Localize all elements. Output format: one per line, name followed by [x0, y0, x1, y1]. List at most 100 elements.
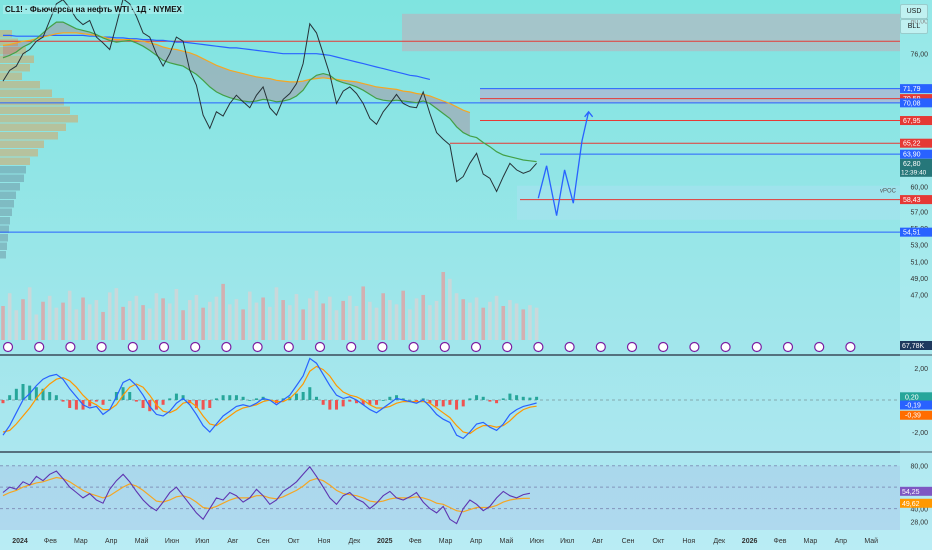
time-axis-label: Ноя [682, 538, 695, 545]
volume-bar [41, 301, 45, 340]
resistance-zone [402, 13, 900, 52]
volume-bar [241, 309, 245, 340]
time-axis-label: Фев [44, 538, 57, 545]
time-axis-label: Май [135, 537, 149, 545]
volume-bar [101, 311, 105, 340]
macd-histogram-bar [128, 392, 132, 400]
forecast-arrow-head [584, 110, 594, 118]
volume-bar [161, 298, 165, 340]
volume-profile-bar [0, 30, 12, 38]
macd-histogram-bar [395, 395, 399, 400]
volume-bar [7, 293, 12, 340]
macd-histogram-bar [528, 397, 532, 400]
volume-profile-bar [0, 208, 12, 216]
event-icon [377, 341, 388, 353]
macd-histogram-bar [14, 388, 18, 400]
macd-value-tag [900, 410, 932, 420]
event-icon [439, 341, 450, 353]
volume-profile-bar [0, 106, 70, 114]
ema-blue-line [3, 34, 431, 80]
volume-bar [227, 304, 232, 340]
macd-tick-label: 2,00 [914, 366, 928, 373]
price-tag-label: 67,95 [903, 118, 921, 125]
volume-profile-bar [0, 115, 78, 123]
event-icon [502, 341, 513, 353]
volume-bar [114, 288, 119, 340]
volume-bar [54, 307, 59, 340]
volume-bar [321, 303, 325, 340]
macd-histogram-bar [68, 400, 72, 408]
volume-bar [361, 286, 365, 340]
event-icon [408, 341, 419, 353]
macd-histogram-bar [41, 388, 45, 400]
rsi-tick-label: 80,00 [910, 464, 928, 471]
macd-histogram-bar [321, 400, 325, 405]
volume-bar [388, 300, 392, 340]
macd-line [2, 357, 537, 440]
volume-bar [534, 307, 539, 340]
symbol-title[interactable]: CL1! · Фьючерсы на нефть WTI · 1Д · NYME… [3, 5, 184, 14]
volume-tag-label: 67,78K [902, 343, 925, 350]
price-tick-label: 49,00 [910, 276, 928, 283]
price-tag-label: 65,22 [903, 141, 921, 148]
volume-bar [301, 309, 305, 340]
volume-bar [207, 301, 212, 340]
time-axis-label: Окт [653, 538, 666, 545]
price-tick-label: 76,00 [910, 52, 928, 59]
event-icon [190, 341, 201, 353]
macd-histogram-bar [455, 400, 459, 410]
macd-histogram-bar [54, 395, 58, 400]
ema-ribbon [3, 22, 470, 136]
currency-usd-button[interactable]: USD [900, 4, 928, 19]
macd-histogram-bar [375, 400, 379, 405]
time-axis-label: Июл [195, 538, 209, 545]
volume-profile-bar [0, 64, 30, 72]
volume-bar [187, 300, 192, 340]
volume-bar [454, 293, 459, 340]
volume-bar [274, 287, 279, 340]
time-axis-label: Апр [105, 538, 117, 545]
rsi-line [2, 465, 531, 525]
volume-profile-bar [0, 38, 18, 46]
volume-bar [121, 306, 125, 340]
macd-histogram-bar [448, 400, 452, 405]
time-axis-label: Авг [227, 538, 238, 545]
price-tick-label: 57,00 [910, 209, 928, 216]
event-icon [626, 341, 638, 353]
volume-bar [194, 294, 199, 340]
time-axis-label: Апр [835, 538, 847, 545]
time-axis-label: 2026 [742, 538, 758, 545]
time-axis-label: Июн [530, 538, 544, 545]
price-tag-label: 62,80 [903, 161, 921, 168]
macd-histogram-bar [281, 398, 285, 400]
volume-bar [468, 302, 472, 340]
macd-histogram-bar [134, 400, 138, 402]
volume-profile-bar [0, 157, 30, 165]
volume-bar [81, 297, 85, 340]
price-tick-label: 80,00 [910, 18, 928, 25]
volume-bar [34, 314, 39, 340]
price-tag-label: 58,43 [903, 197, 921, 204]
event-icon [65, 341, 76, 353]
volume-profile-bar [0, 225, 9, 233]
time-axis-label: Май [500, 537, 514, 545]
macd-histogram-bar [408, 400, 412, 401]
macd-histogram-bar [515, 395, 519, 400]
macd-histogram-bar [441, 400, 445, 407]
macd-histogram-bar [294, 393, 298, 400]
time-axis-label: Июл [560, 538, 574, 545]
volume-bar [294, 294, 299, 340]
volume-bar [288, 305, 292, 340]
volume-profile-bar [0, 242, 7, 250]
time-axis-label: Апр [470, 538, 482, 545]
macd-histogram-bar [314, 396, 318, 400]
volume-profile-bar [0, 234, 8, 242]
volume-bar [414, 298, 419, 340]
volume-bar [281, 300, 285, 340]
macd-histogram-bar [94, 400, 98, 402]
macd-histogram-bar [355, 400, 359, 404]
volume-bar [1, 306, 5, 340]
unit-bll-button[interactable]: BLL [900, 19, 928, 34]
rsi-band [0, 465, 900, 530]
